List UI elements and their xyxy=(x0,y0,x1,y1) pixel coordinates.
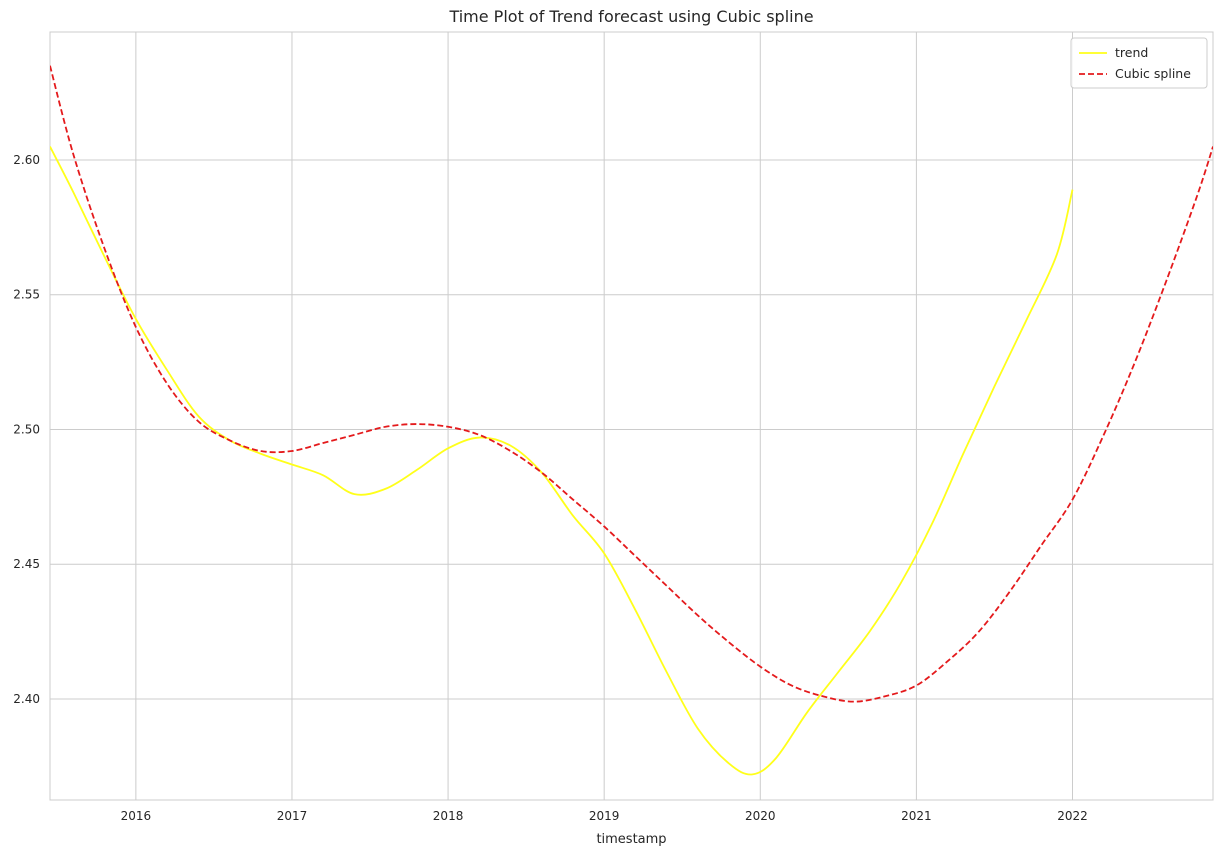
legend-label: trend xyxy=(1115,45,1148,60)
chart-title: Time Plot of Trend forecast using Cubic … xyxy=(448,7,813,26)
x-axis-label: timestamp xyxy=(596,832,666,847)
plot-area xyxy=(49,31,1214,801)
legend-box xyxy=(1070,37,1208,89)
y-tick-label: 2.40 xyxy=(13,692,40,706)
tick-labels: 2016 2017 2018 2019 2020 2021 2022 2.40 2.45 2.50… xyxy=(13,153,1087,823)
legend-label: Cubic spline xyxy=(1115,66,1191,81)
series-line-trend xyxy=(50,146,1074,776)
x-tick-label: 2018 xyxy=(433,809,464,823)
y-tick-label: 2.60 xyxy=(13,153,40,167)
x-tick-label: 2019 xyxy=(589,809,620,823)
series-line-cubic-spline xyxy=(50,65,1213,703)
x-tick-label: 2022 xyxy=(1057,809,1088,823)
x-tick-label: 2017 xyxy=(277,809,308,823)
x-tick-label: 2016 xyxy=(121,809,152,823)
legend: trend Cubic spline xyxy=(1070,37,1208,89)
y-tick-label: 2.45 xyxy=(13,557,40,571)
y-tick-label: 2.50 xyxy=(13,422,40,436)
x-tick-label: 2021 xyxy=(901,809,932,823)
series-lines xyxy=(50,65,1213,776)
x-tick-label: 2020 xyxy=(745,809,776,823)
y-tick-label: 2.55 xyxy=(13,288,40,302)
grid-lines xyxy=(50,32,1213,800)
